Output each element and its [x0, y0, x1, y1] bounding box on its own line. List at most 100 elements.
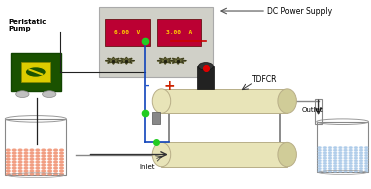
Circle shape — [365, 160, 368, 161]
Circle shape — [324, 165, 326, 167]
Circle shape — [42, 164, 46, 166]
Circle shape — [60, 170, 63, 172]
Circle shape — [359, 168, 362, 169]
Circle shape — [365, 157, 368, 159]
Circle shape — [339, 160, 342, 161]
Circle shape — [36, 158, 40, 160]
Circle shape — [354, 149, 357, 151]
Circle shape — [349, 152, 352, 154]
Circle shape — [48, 152, 52, 154]
Circle shape — [334, 157, 336, 159]
Circle shape — [48, 173, 52, 175]
Circle shape — [334, 155, 336, 156]
Circle shape — [349, 160, 352, 161]
Circle shape — [344, 147, 347, 148]
Circle shape — [359, 163, 362, 164]
Circle shape — [334, 163, 336, 164]
Circle shape — [334, 147, 336, 148]
Circle shape — [334, 152, 336, 154]
Circle shape — [349, 163, 352, 164]
Circle shape — [318, 149, 321, 151]
Circle shape — [30, 161, 34, 163]
Circle shape — [334, 170, 336, 172]
Circle shape — [24, 164, 28, 166]
Circle shape — [339, 152, 342, 154]
Circle shape — [339, 170, 342, 172]
Circle shape — [60, 149, 63, 151]
Circle shape — [365, 165, 368, 167]
Circle shape — [329, 160, 332, 161]
Text: +: + — [163, 79, 175, 93]
Text: 6.00  V: 6.00 V — [114, 30, 140, 35]
FancyBboxPatch shape — [152, 112, 160, 124]
Circle shape — [30, 152, 34, 154]
Text: Inlet: Inlet — [139, 164, 155, 170]
Ellipse shape — [152, 89, 171, 113]
Circle shape — [359, 152, 362, 154]
Circle shape — [359, 157, 362, 159]
Circle shape — [30, 149, 34, 151]
Circle shape — [54, 170, 58, 172]
FancyBboxPatch shape — [161, 142, 287, 167]
Circle shape — [42, 167, 46, 169]
Circle shape — [18, 161, 22, 163]
Circle shape — [36, 173, 40, 175]
Circle shape — [365, 170, 368, 172]
Circle shape — [339, 155, 342, 156]
Circle shape — [54, 164, 58, 166]
Circle shape — [329, 170, 332, 172]
Circle shape — [318, 170, 321, 172]
Circle shape — [334, 149, 336, 151]
Circle shape — [24, 167, 28, 169]
Circle shape — [18, 173, 22, 175]
Circle shape — [12, 170, 16, 172]
Polygon shape — [157, 57, 173, 64]
Text: -: - — [144, 81, 149, 91]
Circle shape — [48, 170, 52, 172]
Circle shape — [318, 160, 321, 161]
Circle shape — [6, 152, 10, 154]
FancyBboxPatch shape — [105, 19, 150, 46]
Circle shape — [30, 164, 34, 166]
Circle shape — [48, 158, 52, 160]
Circle shape — [339, 147, 342, 148]
Circle shape — [60, 167, 63, 169]
Circle shape — [349, 165, 352, 167]
Circle shape — [36, 152, 40, 154]
Circle shape — [318, 157, 321, 159]
Circle shape — [365, 155, 368, 156]
Text: TDFCR: TDFCR — [252, 75, 278, 84]
Circle shape — [6, 164, 10, 166]
Text: Outlet: Outlet — [302, 108, 324, 113]
Circle shape — [349, 147, 352, 148]
Circle shape — [365, 168, 368, 169]
Circle shape — [12, 161, 16, 163]
Circle shape — [48, 164, 52, 166]
Circle shape — [6, 155, 10, 157]
Circle shape — [329, 155, 332, 156]
Circle shape — [349, 149, 352, 151]
Circle shape — [60, 155, 63, 157]
Circle shape — [42, 161, 46, 163]
Circle shape — [18, 164, 22, 166]
Circle shape — [60, 161, 63, 163]
Circle shape — [354, 152, 357, 154]
Circle shape — [365, 147, 368, 148]
Circle shape — [354, 163, 357, 164]
Circle shape — [318, 152, 321, 154]
Circle shape — [354, 157, 357, 159]
Circle shape — [344, 163, 347, 164]
Circle shape — [339, 163, 342, 164]
Circle shape — [344, 160, 347, 161]
Ellipse shape — [152, 142, 171, 167]
Circle shape — [318, 163, 321, 164]
Circle shape — [324, 157, 326, 159]
Circle shape — [12, 173, 16, 175]
Circle shape — [54, 149, 58, 151]
Circle shape — [18, 155, 22, 157]
Circle shape — [359, 149, 362, 151]
Circle shape — [24, 152, 28, 154]
Circle shape — [12, 149, 16, 151]
Circle shape — [324, 152, 326, 154]
Circle shape — [329, 147, 332, 148]
